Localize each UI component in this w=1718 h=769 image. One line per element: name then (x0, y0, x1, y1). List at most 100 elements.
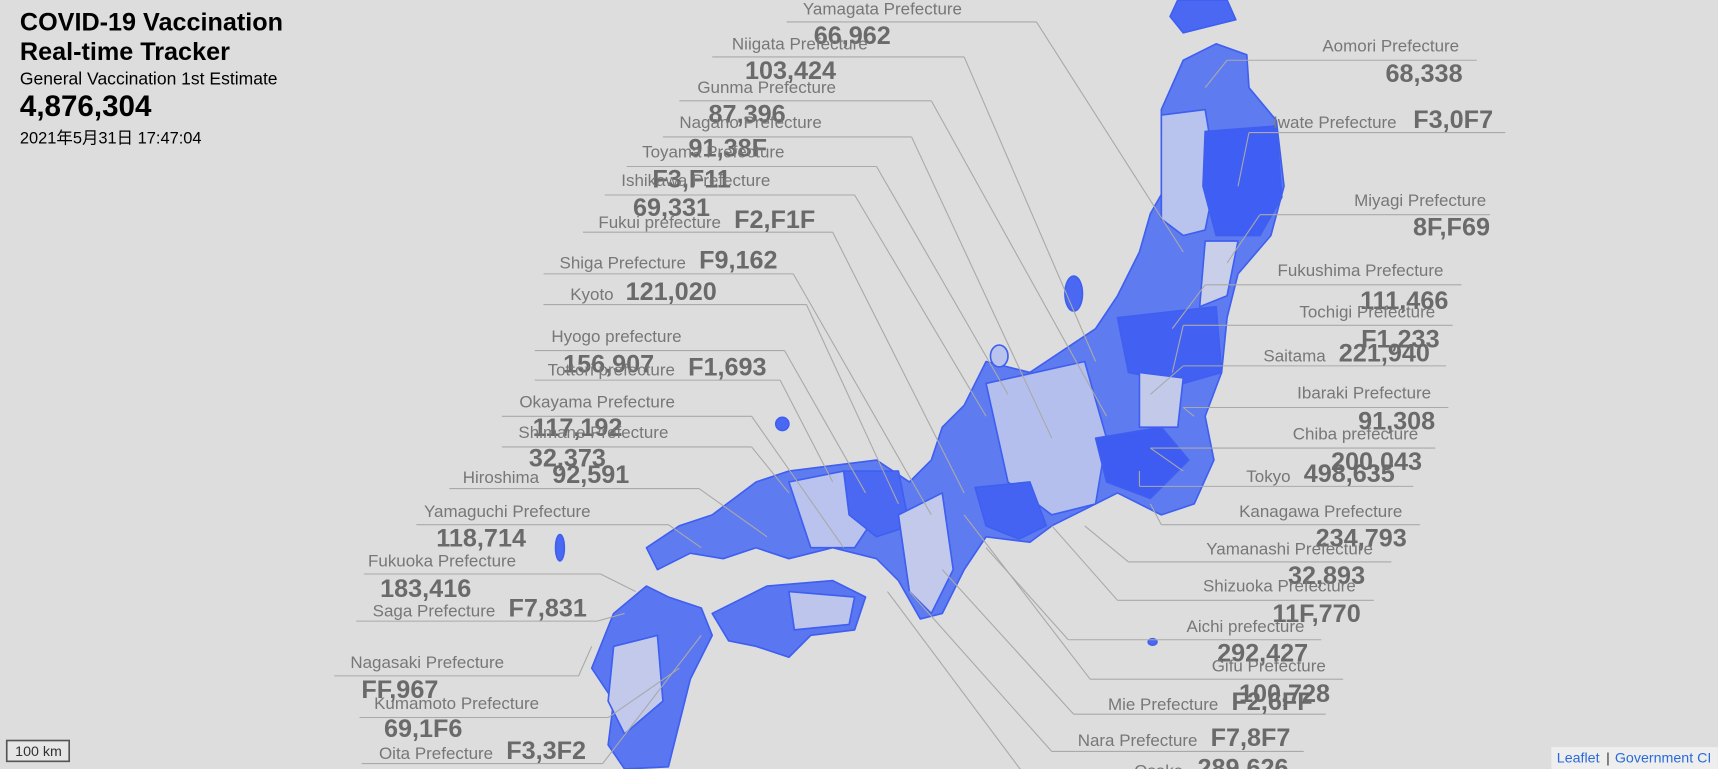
prefecture-label: Toyama Prefecture F3,F11 (626, 143, 1009, 395)
leader-line (887, 591, 1021, 769)
prefecture-label: Oita Prefecture F3,3F2 (361, 635, 702, 765)
leader-line (963, 514, 1091, 680)
prefecture-label: Shiga Prefecture F9,162 (543, 246, 932, 516)
leader-line (1226, 214, 1261, 264)
prefecture-label: Ibaraki Prefecture 91,308 (1182, 384, 1449, 435)
prefecture-name: Iwate Prefecture (1273, 113, 1397, 132)
prefecture-value: F1,233 (1361, 325, 1439, 353)
leader-line (751, 446, 790, 494)
prefecture-value: 498,635 (1304, 460, 1395, 488)
prefecture-value: 111,466 (1360, 287, 1448, 315)
prefecture-value: 91,38F (689, 135, 767, 163)
prefecture-value: F7,8F7 (1211, 724, 1291, 752)
prefecture-value: 118,714 (436, 525, 526, 553)
leader-line (698, 488, 768, 538)
prefecture-label: Tochigi Prefecture F1,233 (1171, 303, 1453, 373)
prefecture-label: Fukui prefecture F2,F1F (582, 206, 965, 494)
prefecture-value: 91,308 (1358, 407, 1435, 435)
prefecture-name: Shizuoka Prefecture (1203, 577, 1356, 596)
prefecture-value: 100,728 (1239, 680, 1330, 708)
leader-line (1035, 21, 1184, 253)
leader-line (1171, 325, 1184, 373)
prefecture-label: Shimane Prefecture 32,373 (501, 423, 790, 494)
prefecture-label: Kanagawa Prefecture 234,793 (1149, 502, 1420, 553)
prefecture-value: 92,591 (552, 461, 629, 489)
region-dark (842, 470, 911, 538)
prefecture-name: Yamanashi Prefecture (1206, 539, 1373, 558)
prefecture-name: Fukui prefecture (598, 213, 721, 232)
attribution-link[interactable]: Leaflet (1557, 750, 1600, 766)
leader-line (1182, 407, 1195, 417)
leader-line (597, 612, 625, 622)
prefecture-value: 121,020 (626, 278, 717, 306)
prefecture-value: 69,1F6 (384, 715, 462, 743)
prefecture-label: Tokyo 498,635 (1138, 460, 1414, 488)
prefecture-value: FF,967 (361, 676, 438, 704)
prefecture-label: Aichi prefecture 292,427 (985, 547, 1322, 668)
prefecture-label: Nagano Prefecture 91,38F (662, 113, 1053, 439)
prefecture-value: 289,626 (1197, 755, 1288, 769)
prefecture-label: Yamagata Prefecture 66,962 (786, 0, 1184, 253)
prefecture-value: 292,427 (1217, 640, 1308, 668)
region-light (1160, 108, 1217, 237)
prefecture-value: F9,162 (699, 246, 777, 274)
leader-line (930, 100, 1108, 417)
prefecture-name: Saitama (1263, 346, 1326, 365)
timestamp: 2021年5月31日 17:47:04 (20, 130, 202, 148)
attribution-link[interactable]: Government CI (1615, 750, 1712, 766)
prefecture-value: 156,907 (563, 350, 654, 378)
prefecture-name: Aichi prefecture (1187, 617, 1305, 636)
leader-line (607, 667, 680, 718)
prefecture-label: Osaka 289,626 (887, 591, 1289, 769)
leader-line (668, 524, 702, 549)
prefecture-value: 69,331 (633, 194, 710, 222)
prefecture-value: 8F,F69 (1413, 214, 1490, 242)
land (554, 0, 1285, 769)
header: COVID-19 Vaccination Real-time Tracker G… (20, 9, 283, 148)
prefecture-value: 117,192 (533, 414, 623, 442)
prefecture-name: Oita Prefecture (379, 744, 493, 763)
prefecture-label: Tottori prefecture F1,693 (534, 354, 834, 483)
prefecture-label: Gunma Prefecture 87,396 (679, 78, 1108, 417)
prefecture-value: F2,F1F (734, 206, 815, 234)
leader-line (578, 646, 593, 677)
prefecture-label: Niigata Prefecture 103,424 (712, 34, 1097, 362)
leader-line (805, 304, 899, 505)
leader-line (1051, 525, 1118, 601)
prefecture-label: Shizuoka Prefecture 11F,770 (1051, 525, 1374, 628)
prefecture-name: Hyogo prefecture (551, 327, 681, 346)
prefecture-value: F1,693 (688, 354, 766, 382)
prefecture-label: Iwate Prefecture F3,0F7 (1237, 106, 1506, 187)
leader-line (1150, 447, 1184, 472)
prefecture-label: Hiroshima 92,591 (449, 461, 768, 538)
title: COVID-19 Vaccination (20, 9, 283, 37)
leader-line (908, 591, 1053, 752)
attribution: Leaflet | Government CI (1551, 747, 1718, 769)
prefecture-label: Yamanashi Prefecture 32,893 (1084, 525, 1392, 590)
leader-line (751, 415, 845, 549)
prefecture-label: Fukushima Prefecture 111,466 (1171, 261, 1462, 329)
leader-line (784, 350, 867, 494)
prefecture-name: Shimane Prefecture (518, 423, 668, 442)
leader-line (1171, 284, 1206, 329)
subtitle: General Vaccination 1st Estimate (20, 68, 278, 88)
region-dark (1094, 426, 1190, 500)
leader-line (792, 273, 932, 516)
prefecture-label: Gifu Prefecture 100,728 (963, 514, 1344, 708)
leader-line (832, 231, 965, 494)
prefecture-name: Nagano Prefecture (679, 113, 821, 132)
island (774, 416, 790, 432)
leader-line (985, 547, 1069, 641)
prefecture-value: 234,793 (1316, 525, 1407, 553)
shikoku-light (788, 590, 856, 631)
kyushu-light (607, 634, 664, 735)
leader-line (854, 194, 987, 417)
prefecture-name: Okayama Prefecture (519, 393, 675, 412)
prefecture-name: Kanagawa Prefecture (1239, 502, 1402, 521)
prefecture-label: Kumamoto Prefecture 69,1F6 (359, 667, 680, 743)
prefecture-name: Toyama Prefecture (642, 143, 784, 162)
prefecture-name: Miyagi Prefecture (1354, 191, 1486, 210)
prefecture-name: Nagasaki Prefecture (350, 653, 504, 672)
prefecture-value: 200,043 (1331, 448, 1422, 476)
